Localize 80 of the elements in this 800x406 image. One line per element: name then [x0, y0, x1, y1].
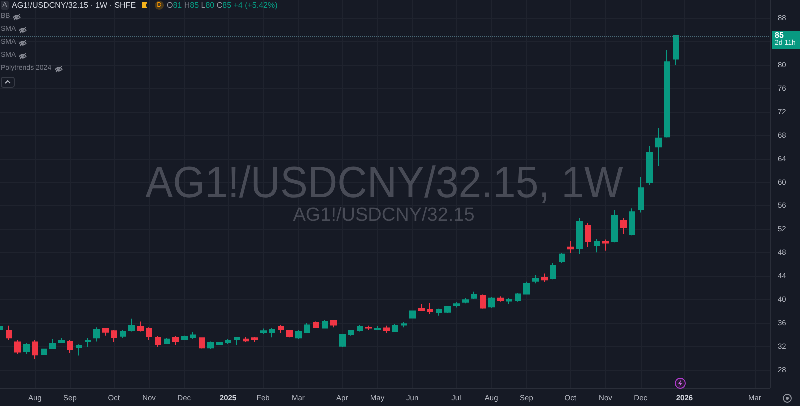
candlestick: [225, 338, 231, 345]
candlestick: [497, 296, 504, 302]
candlestick: [646, 145, 653, 186]
candlestick: [6, 325, 12, 342]
candlestick: [41, 348, 47, 356]
candlestick: [23, 342, 30, 355]
candlestick: [164, 338, 170, 345]
candlestick: [313, 321, 319, 329]
candlestick: [462, 298, 469, 304]
candlestick: [49, 338, 56, 350]
candlestick: [85, 338, 91, 348]
candlestick: [93, 327, 100, 342]
candlestick: [638, 176, 644, 214]
candlestick: [286, 329, 293, 338]
annotation: O81 H85 L80 C85 +4 (+5.42%): [167, 1, 278, 10]
candlestick: [278, 324, 284, 334]
candlestick: [523, 281, 530, 296]
candlestick: [207, 341, 214, 350]
candlestick: [67, 339, 73, 354]
candlestick: [655, 128, 662, 167]
candlestick: [594, 238, 600, 254]
candlestick: [444, 305, 451, 314]
candlestick: [58, 338, 65, 344]
candlestick: [471, 291, 477, 300]
candlestick: [146, 327, 152, 340]
candlestick: [418, 304, 425, 312]
candlestick: [234, 336, 240, 346]
candlestick: [620, 218, 627, 235]
candlestick: [322, 320, 328, 330]
candlestick: [172, 336, 179, 346]
candlestick: [576, 218, 583, 255]
candlestick: [14, 339, 21, 355]
candlestick: [409, 310, 416, 319]
candlestick: [436, 308, 442, 316]
candlestick: [243, 336, 249, 343]
candlestick: [392, 324, 398, 333]
candlestick: [181, 335, 188, 342]
candlestick: [120, 329, 126, 339]
candlestick: [365, 325, 372, 332]
ref-line-label: 85: [775, 30, 785, 40]
candlestick: [199, 337, 205, 350]
candlestick: [673, 35, 679, 66]
candlestick: [76, 344, 82, 356]
candlestick: [383, 325, 390, 334]
candlestick: [269, 328, 275, 338]
candlestick: [488, 296, 495, 309]
candlestick: [330, 320, 337, 328]
candlestick: [559, 252, 565, 264]
candlestick: [32, 340, 38, 360]
candlestick: [348, 329, 354, 336]
candlestick: [155, 336, 161, 348]
candlestick: [629, 208, 635, 236]
candlestick: [190, 332, 196, 340]
candlestick: [602, 239, 609, 252]
candlestick: [102, 328, 109, 336]
candlestick: [567, 240, 574, 254]
candlestick: [480, 294, 486, 310]
candlestick: [453, 302, 460, 308]
candlestick: [532, 274, 539, 284]
candlestick: [541, 273, 548, 283]
candlestick: [128, 318, 135, 332]
candlestick: [515, 292, 521, 302]
candlestick: [664, 50, 670, 138]
candlestick: [585, 222, 591, 248]
candlestick: [427, 302, 433, 315]
candlestick: [295, 330, 302, 340]
candlestick: [339, 334, 346, 348]
candlestick: [137, 321, 144, 332]
candlestick: [550, 262, 556, 280]
candlestick: [401, 322, 407, 328]
candlestick: [260, 328, 267, 335]
candlestick: [357, 324, 363, 332]
candlestick: [216, 342, 223, 346]
chart-title: AG1!/USDCNY/32.15 · 1W · SHFE: [12, 1, 136, 11]
candlestick: [374, 326, 381, 332]
candlestick: [611, 210, 618, 244]
candlestick: [251, 336, 258, 343]
candlestick: [506, 298, 512, 305]
candlestick: [111, 329, 117, 343]
candlestick: [304, 323, 310, 334]
